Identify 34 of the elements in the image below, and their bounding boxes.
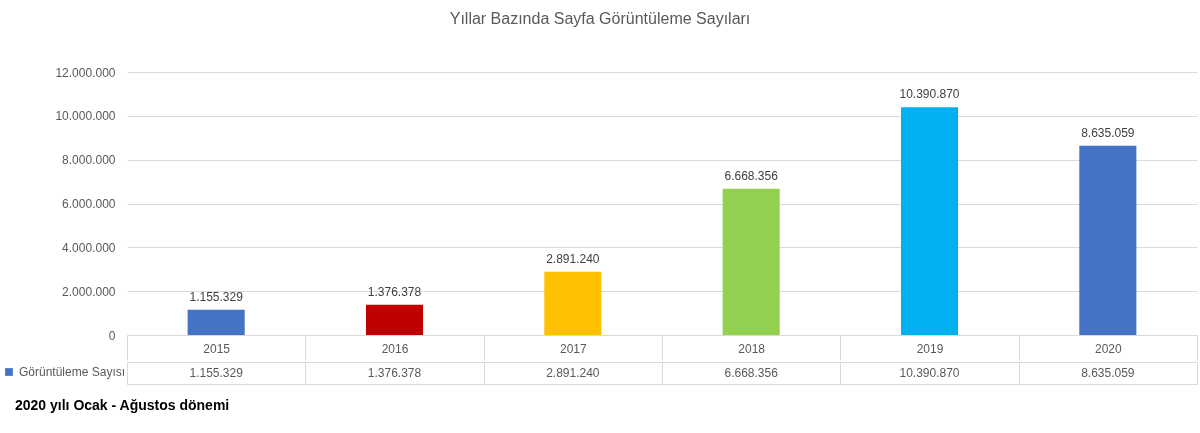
data-label: 6.668.356 bbox=[724, 366, 779, 380]
bar bbox=[1079, 145, 1137, 335]
y-tick-label: 0 bbox=[108, 328, 116, 343]
x-tick-label: 2018 bbox=[738, 341, 766, 356]
y-tick-label: 10.000.000 bbox=[55, 109, 116, 124]
text: 6.668.356 bbox=[724, 168, 778, 183]
y-tick-label: 6.000.000 bbox=[62, 197, 116, 211]
x-tick-label: 2020 bbox=[1094, 341, 1122, 356]
bar bbox=[187, 309, 245, 335]
bar bbox=[365, 304, 424, 335]
chart-title: Yıllar Bazında Sayfa Görüntüleme Sayıları bbox=[449, 10, 751, 27]
text: 10.390.870 bbox=[899, 87, 960, 102]
bar bbox=[900, 107, 959, 335]
x-tick-label: 2016 bbox=[381, 341, 409, 356]
text: 2020 yılı Ocak - Ağustos dönemi bbox=[15, 397, 230, 413]
data-label: 1.155.329 bbox=[189, 366, 244, 380]
y-tick-label: 8.000.000 bbox=[62, 153, 116, 168]
x-tick-label: 2019 bbox=[916, 341, 944, 356]
data-label: 2.891.240 bbox=[546, 366, 600, 380]
data-label: 1.376.378 bbox=[367, 366, 422, 380]
text: 2.891.240 bbox=[546, 251, 600, 266]
bar bbox=[722, 188, 780, 335]
text: 1.376.378 bbox=[367, 284, 422, 299]
data-label: 8.635.059 bbox=[1081, 366, 1135, 380]
x-tick-label: 2017 bbox=[559, 341, 587, 356]
text: 8.635.059 bbox=[1081, 125, 1135, 140]
legend-label: Görüntüleme Sayısı bbox=[19, 365, 126, 379]
y-tick-label: 4.000.000 bbox=[62, 240, 116, 255]
x-tick-label: 2015 bbox=[203, 341, 231, 356]
y-tick-label: 12.000.000 bbox=[55, 65, 116, 80]
bar bbox=[544, 271, 602, 335]
text: 1.155.329 bbox=[189, 289, 243, 304]
data-label: 10.390.870 bbox=[899, 366, 960, 380]
y-tick-label: 2.000.000 bbox=[62, 284, 116, 299]
